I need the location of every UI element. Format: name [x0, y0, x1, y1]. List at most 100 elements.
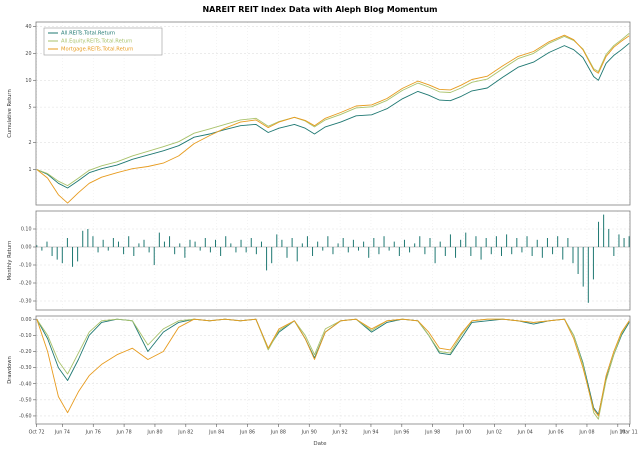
legend-label-equity: All.Equity.REITs.Total.Return [61, 39, 132, 45]
monthly-return-bar [225, 236, 227, 247]
series-line-all [36, 42, 630, 189]
monthly-return-bar [260, 241, 262, 247]
monthly-return-bar [61, 247, 63, 264]
monthly-return-bar [603, 214, 605, 247]
monthly-return-bar [266, 247, 268, 271]
y-axis-title-cumulative: Cumulative Return [7, 89, 13, 137]
monthly-return-bar [82, 230, 84, 247]
monthly-return-bar [312, 247, 314, 256]
monthly-return-bar [470, 247, 472, 256]
monthly-return-bar [112, 238, 114, 247]
x-tick-label: Jun 86 [239, 430, 255, 436]
monthly-return-bar [276, 234, 278, 247]
monthly-return-bar [490, 247, 492, 255]
x-tick-label: Jun 90 [301, 430, 317, 436]
monthly-return-bar [36, 245, 38, 247]
panel-frame-monthly [35, 210, 631, 311]
monthly-return-bar [138, 243, 140, 247]
y-tick-label: -0.20 [19, 349, 31, 355]
monthly-return-bar [516, 238, 518, 247]
monthly-return-bar [557, 236, 559, 247]
y-tick-label: 2 [28, 140, 31, 146]
monthly-return-bar [378, 247, 380, 255]
monthly-return-bar [220, 247, 222, 256]
monthly-return-bar [230, 243, 232, 247]
monthly-return-bar [363, 241, 365, 247]
y-tick-label: 20 [25, 51, 31, 57]
monthly-return-bar [511, 247, 513, 255]
monthly-return-bar [301, 243, 303, 247]
y-tick-label: -0.30 [19, 365, 31, 371]
monthly-return-bar [347, 247, 349, 253]
monthly-return-bar [286, 247, 288, 258]
monthly-return-bar [322, 247, 324, 251]
monthly-return-bar [424, 247, 426, 255]
monthly-return-bar [87, 229, 89, 247]
x-tick-label: Jun 04 [517, 430, 533, 436]
x-tick-label: Jun 06 [548, 430, 564, 436]
y-tick-label: 40 [25, 24, 31, 30]
monthly-return-bar [271, 247, 273, 264]
monthly-return-bar [465, 232, 467, 247]
x-tick-label: Jun 84 [208, 430, 224, 436]
monthly-return-bar [143, 239, 145, 247]
monthly-return-bar [358, 247, 360, 251]
monthly-return-bar [107, 247, 109, 251]
monthly-return-bar [388, 247, 390, 251]
monthly-return-bar [158, 232, 160, 247]
monthly-return-bar [608, 229, 610, 247]
monthly-return-bar [133, 247, 135, 256]
monthly-return-bar [598, 221, 600, 247]
monthly-return-bar [567, 238, 569, 247]
series-line-mortgage [36, 34, 630, 204]
y-axis-title-drawdown: Drawdown [7, 356, 13, 384]
x-tick-label: Jun 76 [85, 430, 101, 436]
monthly-return-bar [475, 236, 477, 247]
x-tick-label: Jun 78 [116, 430, 132, 436]
monthly-return-bar [66, 238, 68, 247]
monthly-return-bar [46, 241, 48, 247]
monthly-return-bar [562, 247, 564, 260]
monthly-return-bar [199, 247, 201, 251]
x-tick-label: Jun 88 [270, 430, 286, 436]
monthly-return-bar [317, 241, 319, 247]
monthly-return-bar [455, 247, 457, 258]
monthly-return-bar [148, 247, 150, 253]
monthly-return-bar [204, 238, 206, 247]
monthly-return-bar [342, 238, 344, 247]
series-line-mortgage [36, 318, 630, 417]
monthly-return-bar [117, 241, 119, 247]
legend-box [43, 27, 163, 56]
monthly-return-bar [393, 241, 395, 247]
monthly-return-bar [179, 243, 181, 247]
y-tick-label: 5 [28, 105, 31, 111]
monthly-return-bar [215, 239, 217, 247]
monthly-return-bar [102, 239, 104, 247]
y-tick-label: -0.10 [19, 333, 31, 339]
monthly-return-bar [439, 241, 441, 247]
y-tick-label: 1 [28, 167, 31, 173]
monthly-return-bar [352, 239, 354, 247]
x-tick-label: Jun 00 [455, 430, 471, 436]
monthly-return-bar [444, 247, 446, 256]
monthly-return-bar [552, 247, 554, 255]
y-tick-label: -0.10 [19, 263, 31, 269]
monthly-return-bar [531, 247, 533, 256]
monthly-return-bar [92, 236, 94, 247]
x-tick-label: Mar 11 [621, 430, 638, 436]
series-line-equity [36, 33, 630, 187]
monthly-return-bar [77, 247, 79, 262]
series-line-equity [36, 318, 630, 420]
monthly-return-bar [577, 247, 579, 274]
monthly-return-bar [194, 241, 196, 247]
panel-frame-cumulative [35, 21, 631, 206]
monthly-return-bar [153, 247, 155, 265]
monthly-return-bar [623, 238, 625, 247]
y-tick-label: 0.00 [21, 245, 32, 251]
monthly-return-bar [235, 247, 237, 253]
monthly-return-bar [128, 236, 130, 247]
y-axis-title-monthly: Monthly Return [7, 241, 13, 281]
monthly-return-bar [409, 247, 411, 253]
y-tick-label: -0.60 [19, 414, 31, 420]
